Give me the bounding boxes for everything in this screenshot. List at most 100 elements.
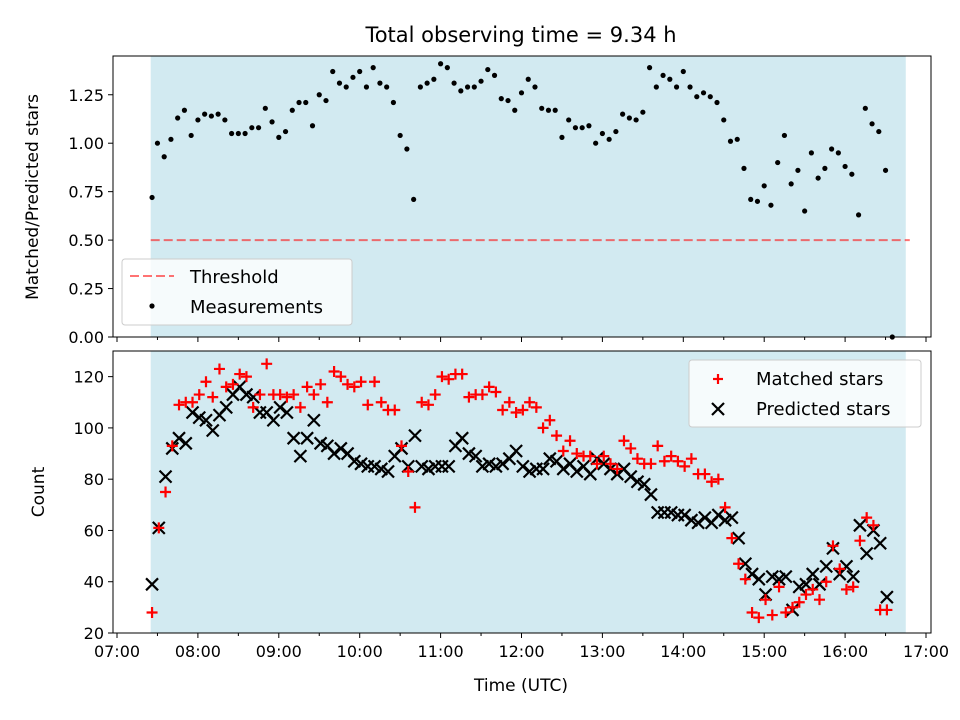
measurement-point <box>512 107 518 113</box>
measurement-point <box>390 99 397 106</box>
measurement-point <box>687 84 693 90</box>
measurement-point <box>586 123 592 129</box>
y-tick-label: 0.00 <box>68 328 104 347</box>
matched-star-point <box>834 563 846 575</box>
y-tick-label: 0.25 <box>68 280 104 299</box>
measurement-point <box>707 94 713 100</box>
predicted-star-point <box>752 572 766 586</box>
predicted-star-point <box>145 577 159 592</box>
measurement-point <box>242 130 248 137</box>
y-tick-label: 1.00 <box>68 134 104 153</box>
y-ticks-top: 0.00 0.25 0.50 0.75 1.00 1.25 <box>68 86 113 347</box>
matched-star-point <box>422 399 434 411</box>
measurement-point <box>208 113 214 119</box>
measurement-point <box>700 90 707 96</box>
measurement-point <box>464 84 471 90</box>
predicted-star-point <box>536 462 550 476</box>
predicted-star-point <box>185 405 200 420</box>
matched-star-point <box>315 378 327 390</box>
predicted-star-point <box>280 405 294 420</box>
predicted-stars-points <box>145 380 894 617</box>
x-tick-label: 08:00 <box>175 642 221 661</box>
y-tick-label: 0.75 <box>68 183 104 202</box>
measurement-point <box>721 117 727 123</box>
x-tick-label: 16:00 <box>822 642 868 661</box>
measurement-point <box>835 150 841 156</box>
matched-star-point <box>213 363 225 375</box>
matched-star-point <box>301 381 313 393</box>
matched-star-point <box>537 422 549 434</box>
predicted-star-point <box>556 462 571 476</box>
measurement-point <box>842 163 848 170</box>
predicted-star-point <box>799 577 813 592</box>
predicted-star-point <box>158 469 173 484</box>
measurement-point <box>323 97 329 104</box>
legend-top: Threshold Measurements <box>121 258 353 326</box>
legend-bottom: Matched stars Predicted stars <box>688 359 922 428</box>
measurement-point <box>235 130 241 137</box>
measurement-point <box>471 84 477 90</box>
predicted-star-point <box>644 487 658 502</box>
matched-star-point <box>726 532 738 544</box>
measurement-point <box>613 128 619 135</box>
measurement-point <box>599 130 606 137</box>
matched-star-point <box>207 391 219 403</box>
measurement-point <box>336 80 343 86</box>
matched-star-point <box>369 376 381 388</box>
predicted-star-point <box>293 449 308 463</box>
measurement-point <box>606 136 612 142</box>
measurement-point <box>255 125 262 131</box>
predicted-star-point <box>731 531 746 545</box>
matched-star-point <box>719 501 731 513</box>
predicted-star-point <box>408 428 422 443</box>
x-tick-label: 12:00 <box>498 642 544 661</box>
legend-matched-label: Matched stars <box>756 369 883 390</box>
legend-box-bottom <box>688 359 922 428</box>
legend-predicted-swatch <box>711 402 725 416</box>
measurement-point <box>181 107 188 113</box>
matched-star-point <box>854 535 866 547</box>
matched-star-point <box>807 583 819 595</box>
measurement-point <box>667 76 673 82</box>
measurement-point <box>357 68 363 75</box>
measurement-point <box>694 94 700 100</box>
matched-star-point <box>645 458 657 470</box>
matched-star-point <box>503 396 515 408</box>
predicted-star-point <box>873 536 887 551</box>
matched-star-point <box>240 371 252 383</box>
measurement-point <box>404 146 410 152</box>
predicted-star-point <box>839 559 854 574</box>
matched-star-point <box>348 381 360 393</box>
measurement-point <box>532 84 538 90</box>
matched-star-point <box>867 519 879 531</box>
measurement-point <box>855 212 862 218</box>
matched-star-point <box>254 389 266 401</box>
matched-star-point <box>658 455 670 467</box>
y-tick-label: 80 <box>84 470 104 489</box>
predicted-star-point <box>691 515 705 530</box>
predicted-star-point <box>859 546 874 561</box>
measurement-point <box>748 196 754 203</box>
measurement-point <box>249 125 255 131</box>
matched-star-point <box>281 391 293 403</box>
predicted-star-point <box>853 518 867 533</box>
matched-star-point <box>551 430 563 442</box>
matched-star-point <box>591 458 603 470</box>
matched-star-point <box>665 450 677 462</box>
matched-star-point <box>800 589 812 601</box>
measurement-point <box>202 111 208 117</box>
x-axis-label: Time (UTC) <box>473 676 568 696</box>
measurement-point <box>458 88 464 94</box>
measurement-point <box>593 140 599 146</box>
legend-predicted-label: Predicted stars <box>756 399 890 420</box>
x-tick-label: 17:00 <box>903 642 949 661</box>
measurement-point <box>761 183 767 189</box>
measurement-point <box>444 65 450 71</box>
measurement-point <box>545 107 552 113</box>
matched-star-point <box>510 407 522 419</box>
measurement-point <box>330 68 336 75</box>
measurement-point <box>552 107 558 113</box>
measurement-point <box>795 167 801 173</box>
matched-star-point <box>234 368 246 380</box>
matched-star-point <box>881 604 893 616</box>
